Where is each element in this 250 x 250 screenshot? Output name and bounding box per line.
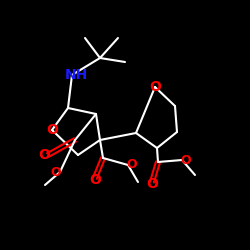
Text: O: O xyxy=(146,177,158,191)
Text: O: O xyxy=(127,158,137,172)
Text: O: O xyxy=(89,173,101,187)
Text: NH: NH xyxy=(64,68,88,82)
Text: O: O xyxy=(46,123,58,137)
Text: O: O xyxy=(181,154,191,166)
Text: O: O xyxy=(51,166,61,178)
Text: O: O xyxy=(38,148,50,162)
Text: O: O xyxy=(149,80,161,94)
